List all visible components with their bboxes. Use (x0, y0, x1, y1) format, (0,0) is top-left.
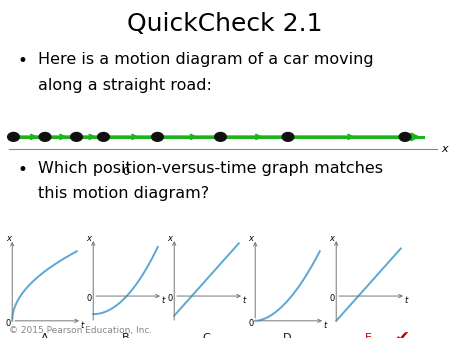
Text: x: x (86, 234, 91, 243)
Circle shape (152, 132, 163, 141)
Text: 0: 0 (248, 319, 253, 328)
Text: x: x (248, 234, 253, 243)
Text: Here is a motion diagram of a car moving: Here is a motion diagram of a car moving (38, 52, 374, 67)
Text: 0: 0 (167, 294, 172, 303)
Text: this motion diagram?: this motion diagram? (38, 186, 209, 201)
Text: t: t (405, 296, 408, 305)
Circle shape (71, 132, 82, 141)
Text: 0: 0 (6, 319, 11, 328)
Text: © 2015 Pearson Education, Inc.: © 2015 Pearson Education, Inc. (9, 326, 152, 335)
Text: Which position-versus-time graph matches: Which position-versus-time graph matches (38, 161, 383, 175)
Text: x: x (167, 234, 172, 243)
Text: along a straight road:: along a straight road: (38, 78, 212, 93)
Text: t: t (324, 321, 327, 331)
Circle shape (399, 132, 411, 141)
Text: A.: A. (40, 333, 52, 338)
Circle shape (8, 132, 19, 141)
Text: E.: E. (365, 333, 375, 338)
Text: ✔: ✔ (395, 328, 410, 338)
Text: B.: B. (122, 333, 133, 338)
Text: t: t (81, 321, 84, 331)
Circle shape (39, 132, 51, 141)
Circle shape (98, 132, 109, 141)
Circle shape (215, 132, 226, 141)
Text: •: • (18, 161, 28, 178)
Text: x: x (441, 144, 448, 154)
Text: 0: 0 (329, 294, 334, 303)
Text: C.: C. (202, 333, 214, 338)
Text: x: x (6, 234, 11, 243)
Circle shape (282, 132, 294, 141)
Text: QuickCheck 2.1: QuickCheck 2.1 (127, 12, 323, 36)
Text: t: t (243, 296, 246, 305)
Text: •: • (18, 52, 28, 70)
Text: x: x (329, 234, 334, 243)
Text: 0: 0 (122, 167, 130, 177)
Text: 0: 0 (86, 294, 91, 303)
Text: t: t (162, 296, 165, 305)
Text: D.: D. (283, 333, 295, 338)
